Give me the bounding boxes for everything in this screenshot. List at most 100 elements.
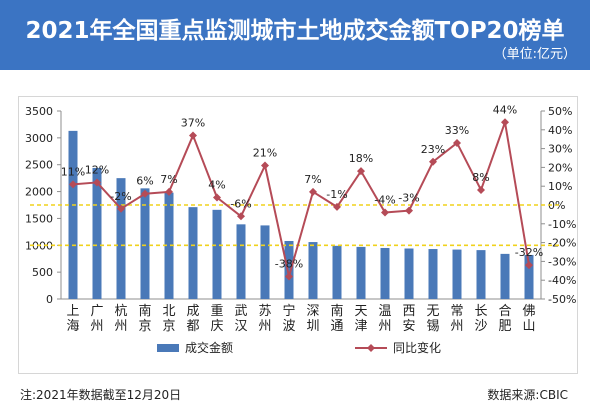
line-marker bbox=[237, 212, 245, 221]
x-tick-label: 上海 bbox=[66, 304, 80, 334]
unit-note: （单位:亿元） bbox=[493, 47, 576, 62]
data-label: -6% bbox=[230, 197, 251, 210]
bar bbox=[260, 225, 270, 299]
data-label: 23% bbox=[421, 143, 445, 156]
bar bbox=[404, 248, 414, 299]
x-tick-label: 无锡 bbox=[426, 304, 440, 334]
data-label: 44% bbox=[493, 103, 517, 116]
x-tick-label: 长沙 bbox=[474, 304, 488, 334]
data-label: 6% bbox=[136, 175, 153, 188]
line-marker bbox=[117, 204, 125, 213]
data-label: 12% bbox=[85, 163, 109, 176]
line-marker bbox=[525, 261, 533, 270]
data-label: 37% bbox=[181, 116, 205, 129]
left-axis-tick-label: 3000 bbox=[25, 132, 53, 145]
data-label: -3% bbox=[398, 192, 419, 205]
data-label: -38% bbox=[275, 257, 303, 270]
left-axis-tick-label: 2500 bbox=[25, 159, 53, 172]
bar bbox=[452, 249, 462, 299]
x-tick-label: 苏州 bbox=[258, 304, 272, 334]
data-label: 7% bbox=[160, 173, 177, 186]
line-marker bbox=[405, 206, 413, 215]
x-tick-label: 西安 bbox=[402, 304, 416, 334]
data-label: -4% bbox=[374, 194, 395, 207]
data-label: 7% bbox=[304, 173, 321, 186]
line-marker bbox=[165, 187, 173, 196]
x-tick-label: 合肥 bbox=[498, 304, 512, 334]
x-tick-label: 广州 bbox=[90, 304, 104, 334]
right-axis-tick-label: -50% bbox=[548, 293, 576, 306]
left-axis-tick-label: 3500 bbox=[25, 105, 53, 118]
data-label: 21% bbox=[253, 147, 277, 160]
header-banner: 2021年全国重点监测城市土地成交金额TOP20榜单 （单位:亿元） bbox=[0, 0, 590, 70]
bar bbox=[140, 188, 150, 299]
data-label: 8% bbox=[472, 171, 489, 184]
line-marker bbox=[189, 131, 197, 140]
bar bbox=[428, 249, 438, 299]
page-title: 2021年全国重点监测城市土地成交金额TOP20榜单 bbox=[25, 18, 565, 44]
x-tick-label: 南通 bbox=[330, 304, 344, 334]
x-tick-label: 深圳 bbox=[306, 304, 320, 334]
x-tick-label: 南京 bbox=[138, 304, 152, 334]
bar bbox=[476, 250, 486, 299]
x-tick-label: 武汉 bbox=[234, 304, 248, 334]
bar bbox=[356, 246, 366, 299]
data-label: -32% bbox=[515, 246, 543, 259]
bar bbox=[236, 224, 246, 299]
right-axis-tick-label: -10% bbox=[548, 218, 576, 231]
bar bbox=[164, 192, 174, 299]
right-axis-tick-label: 20% bbox=[548, 161, 572, 174]
line-marker bbox=[333, 202, 341, 211]
line-marker bbox=[357, 167, 365, 176]
left-axis-tick-label: 2000 bbox=[25, 186, 53, 199]
right-axis-tick-label: 30% bbox=[548, 143, 572, 156]
right-axis-tick-label: 40% bbox=[548, 124, 572, 137]
line-marker bbox=[213, 193, 221, 202]
line-marker bbox=[309, 187, 317, 196]
series-line bbox=[72, 121, 530, 278]
reference-lines bbox=[30, 204, 562, 247]
bar bbox=[188, 207, 198, 299]
left-axis-tick-label: 0 bbox=[46, 293, 53, 306]
line-marker bbox=[381, 208, 389, 217]
line-marker bbox=[141, 189, 149, 198]
x-tick-label: 重庆 bbox=[210, 304, 224, 334]
data-label: 4% bbox=[208, 178, 225, 191]
right-axis-tick-label: 50% bbox=[548, 105, 572, 118]
bar bbox=[116, 178, 126, 299]
x-tick-label: 常州 bbox=[450, 304, 464, 334]
bar bbox=[524, 254, 534, 299]
line-series: 11% 12%-2%6% 7%37%4%-6%21%-38%7%-1%18%-4% -… bbox=[61, 103, 543, 281]
bar bbox=[308, 242, 318, 299]
legend-item-change: 同比变化 bbox=[355, 340, 441, 356]
footer-note: 注:2021年数据截至12月20日 bbox=[20, 388, 182, 402]
footer-source: 数据来源:CBIC bbox=[487, 388, 568, 402]
bar bbox=[212, 209, 222, 299]
line-marker bbox=[429, 157, 437, 166]
right-axis-tick-label: -20% bbox=[548, 237, 576, 250]
x-tick-label: 天津 bbox=[354, 304, 368, 334]
line-marker bbox=[285, 272, 293, 281]
line-marker bbox=[93, 178, 101, 187]
chart-frame bbox=[18, 96, 578, 374]
legend-item-amount: 成交金额 bbox=[157, 340, 233, 356]
left-axis-tick-label: 500 bbox=[32, 266, 53, 279]
data-label: -1% bbox=[326, 188, 347, 201]
bar bbox=[92, 167, 102, 299]
x-tick-label: 成都 bbox=[186, 304, 200, 334]
legend-label-amount: 成交金额 bbox=[185, 341, 234, 355]
right-axis-tick-label: -30% bbox=[548, 255, 576, 268]
x-tick-label: 佛山 bbox=[522, 304, 536, 334]
data-label: 18% bbox=[349, 152, 373, 165]
legend-swatch-bar bbox=[157, 344, 179, 352]
line-marker bbox=[69, 180, 77, 189]
left-axis-tick-label: 1500 bbox=[25, 212, 53, 225]
x-tick-label: 宁波 bbox=[282, 304, 296, 334]
bar bbox=[284, 240, 294, 299]
legend-swatch-line bbox=[355, 344, 387, 352]
x-tick-label: 温州 bbox=[378, 304, 392, 334]
data-label: 11% bbox=[61, 165, 85, 178]
x-tick-label: 杭州 bbox=[114, 304, 128, 334]
x-tick-label: 北京 bbox=[162, 304, 176, 334]
